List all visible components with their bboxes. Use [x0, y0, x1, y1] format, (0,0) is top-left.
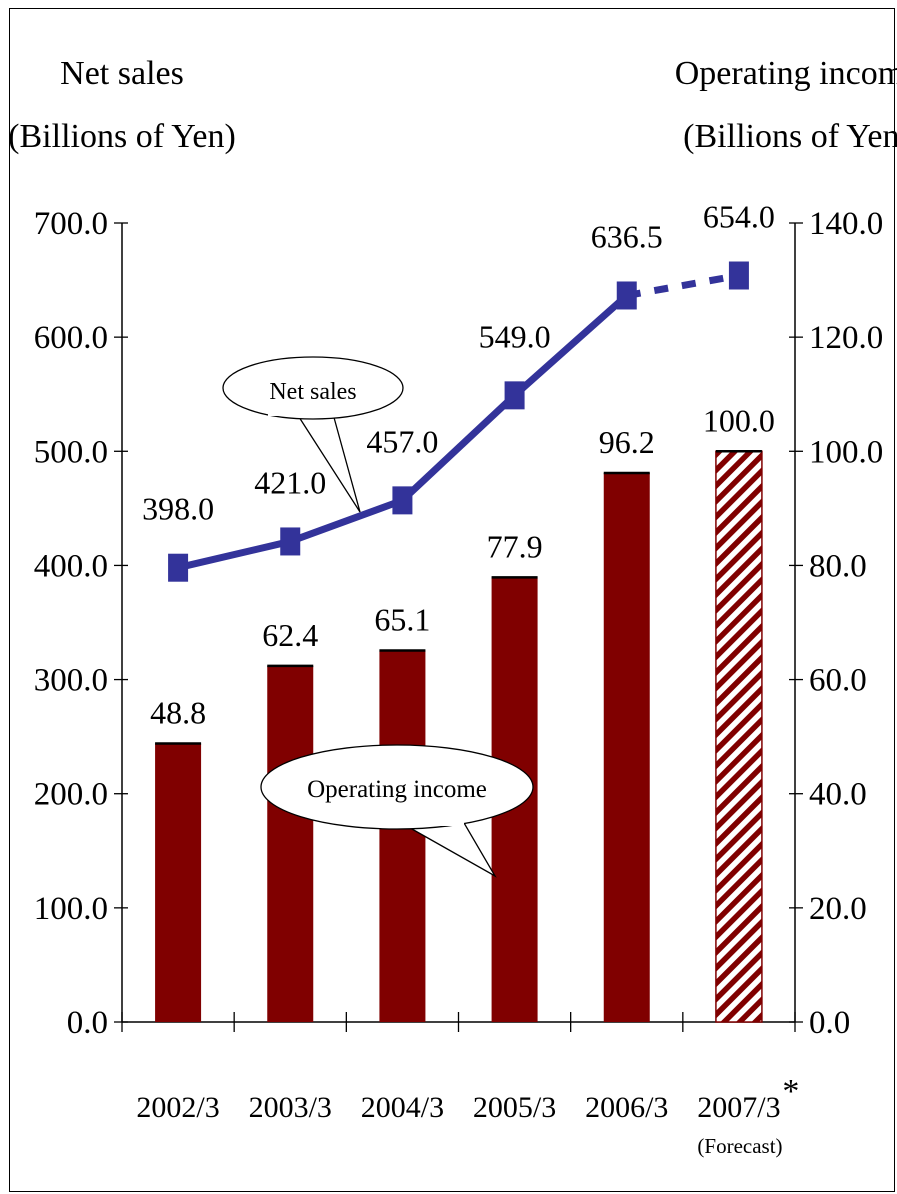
net-sales-callout-label: Net sales: [269, 379, 356, 405]
left-tick-label: 700.0: [34, 206, 108, 242]
operating-income-bars: [155, 450, 763, 1023]
right-axis-title-line2: (Billions of Yen): [683, 118, 897, 155]
operating-income-bar: [603, 472, 650, 1022]
operating-income-data-label: 100.0: [703, 402, 775, 438]
right-tick-label: 60.0: [809, 663, 867, 699]
operating-income-bar: [155, 743, 202, 1022]
x-tick-label: 2003/3: [249, 1091, 332, 1124]
net-sales-marker: [392, 486, 413, 515]
operating-income-data-label: 48.8: [150, 694, 206, 730]
operating-income-bar-forecast: [715, 450, 763, 1023]
right-tick-label: 140.0: [809, 206, 883, 242]
net-sales-line: [168, 261, 749, 582]
right-tick-label: 0.0: [809, 1005, 850, 1041]
net-sales-data-label: 636.5: [591, 218, 663, 254]
right-tick-label: 100.0: [809, 434, 883, 470]
net-sales-marker: [280, 527, 301, 556]
data-labels: 48.8 62.4 65.1 77.9 96.2 100.0 398.0 421.0 457.0…: [142, 199, 775, 731]
right-tick-label: 80.0: [809, 548, 867, 584]
net-sales-marker: [728, 261, 749, 290]
left-tick-label: 200.0: [34, 777, 108, 813]
net-sales-marker: [168, 553, 189, 582]
left-axis-title-line2: (Billions of Yen): [8, 118, 236, 155]
operating-income-data-label: 77.9: [487, 528, 543, 564]
x-tick-label: 2007/3: [697, 1091, 780, 1124]
net-sales-marker: [504, 381, 525, 410]
net-sales-data-label: 457.0: [366, 423, 438, 459]
left-tick-label: 400.0: [34, 548, 108, 584]
net-sales-data-label: 654.0: [703, 199, 775, 235]
net-sales-data-label: 421.0: [254, 464, 326, 500]
right-tick-label: 120.0: [809, 320, 883, 356]
right-axis-title-line1: Operating income: [675, 55, 897, 92]
operating-income-bar: [267, 665, 314, 1022]
net-sales-data-label: 398.0: [142, 491, 214, 527]
forecast-asterisk: *: [782, 1073, 799, 1110]
operating-income-bar: [379, 650, 426, 1022]
x-tick-label: 2006/3: [585, 1091, 668, 1124]
x-tick-label: 2005/3: [473, 1091, 556, 1124]
x-tick-label: 2004/3: [361, 1091, 444, 1124]
net-sales-marker: [616, 281, 637, 310]
operating-income-data-label: 62.4: [262, 617, 318, 653]
right-tick-label: 20.0: [809, 891, 867, 927]
operating-income-callout: Operating income: [260, 744, 534, 878]
operating-income-callout-label: Operating income: [307, 776, 487, 803]
left-tick-label: 600.0: [34, 320, 108, 356]
left-axis-title-line1: Net sales: [60, 55, 184, 92]
net-sales-data-label: 549.0: [479, 318, 551, 354]
left-tick-label: 0.0: [67, 1005, 108, 1041]
left-tick-label: 100.0: [34, 891, 108, 927]
operating-income-data-label: 96.2: [599, 424, 655, 460]
forecast-label: (Forecast): [697, 1134, 782, 1158]
right-tick-label: 40.0: [809, 777, 867, 813]
left-tick-label: 500.0: [34, 434, 108, 470]
y-ticks: 0.0 0.0 100.0 20.0 200.0 40.0 300.0 60.0 400.0 80…: [34, 206, 884, 1041]
operating-income-data-label: 65.1: [374, 601, 430, 637]
net-sales-line-forecast: [626, 272, 740, 299]
net-sales-callout: Net sales: [222, 356, 404, 513]
x-ticks: 2002/3 2003/3 2004/3 2005/3 2006/3 2007/3: [121, 1012, 796, 1124]
x-tick-label: 2002/3: [136, 1091, 219, 1124]
left-tick-label: 300.0: [34, 663, 108, 699]
